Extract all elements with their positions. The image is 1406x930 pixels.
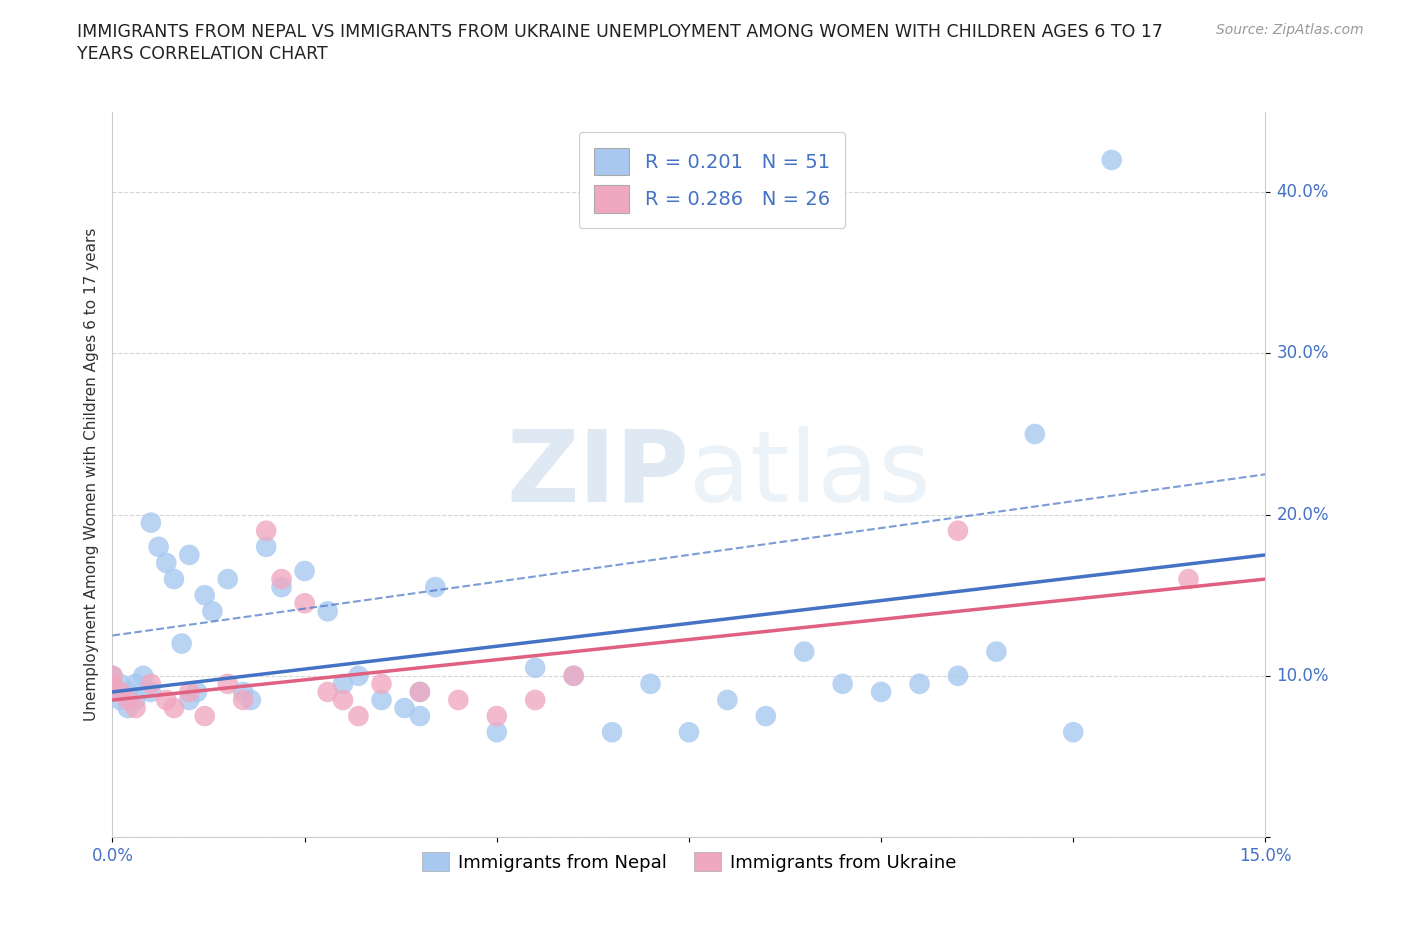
Text: 20.0%: 20.0% <box>1277 506 1329 524</box>
Point <box>108 684 131 699</box>
Point <box>1101 153 1123 167</box>
Point <box>124 700 146 715</box>
Point <box>524 693 547 708</box>
Point <box>394 700 416 715</box>
Point <box>101 669 124 684</box>
Point <box>108 693 131 708</box>
Point <box>201 604 224 618</box>
Point <box>485 709 508 724</box>
Point <box>139 515 162 530</box>
Point <box>640 676 662 691</box>
Point <box>217 676 239 691</box>
Point <box>170 636 193 651</box>
Point <box>239 693 262 708</box>
Point <box>108 676 131 691</box>
Point <box>447 693 470 708</box>
Point <box>124 676 146 691</box>
Point <box>1024 427 1046 442</box>
Point <box>946 524 969 538</box>
Point <box>117 684 139 699</box>
Point <box>562 669 585 684</box>
Point <box>155 555 177 570</box>
Point <box>179 548 201 563</box>
Point <box>270 579 292 594</box>
Point <box>755 709 778 724</box>
Text: 40.0%: 40.0% <box>1277 183 1329 201</box>
Point <box>186 684 208 699</box>
Point <box>347 709 370 724</box>
Point <box>316 684 339 699</box>
Point <box>332 693 354 708</box>
Point <box>124 693 146 708</box>
Point <box>139 676 162 691</box>
Point <box>163 700 186 715</box>
Point <box>294 596 316 611</box>
Point <box>232 684 254 699</box>
Point <box>101 669 124 684</box>
Point <box>986 644 1008 659</box>
Point <box>294 564 316 578</box>
Point <box>217 572 239 587</box>
Text: YEARS CORRELATION CHART: YEARS CORRELATION CHART <box>77 45 328 62</box>
Point <box>678 724 700 739</box>
Point <box>370 676 392 691</box>
Text: ZIP: ZIP <box>506 426 689 523</box>
Point <box>793 644 815 659</box>
Y-axis label: Unemployment Among Women with Children Ages 6 to 17 years: Unemployment Among Women with Children A… <box>83 228 98 721</box>
Point <box>409 684 432 699</box>
Point <box>179 684 201 699</box>
Point <box>946 669 969 684</box>
Point <box>194 709 217 724</box>
Point <box>194 588 217 603</box>
Point <box>562 669 585 684</box>
Point <box>139 684 162 699</box>
Point <box>347 669 370 684</box>
Point <box>155 693 177 708</box>
Point <box>524 660 547 675</box>
Text: atlas: atlas <box>689 426 931 523</box>
Point <box>148 539 170 554</box>
Point <box>485 724 508 739</box>
Point <box>117 700 139 715</box>
Point <box>232 693 254 708</box>
Point <box>870 684 893 699</box>
Text: Source: ZipAtlas.com: Source: ZipAtlas.com <box>1216 23 1364 37</box>
Point <box>908 676 931 691</box>
Point <box>409 709 432 724</box>
Point <box>1177 572 1199 587</box>
Point <box>316 604 339 618</box>
Point <box>101 676 124 691</box>
Text: 10.0%: 10.0% <box>1277 667 1329 684</box>
Text: 30.0%: 30.0% <box>1277 344 1329 363</box>
Point <box>1062 724 1084 739</box>
Point <box>132 669 155 684</box>
Point <box>101 684 124 699</box>
Point <box>254 524 277 538</box>
Text: IMMIGRANTS FROM NEPAL VS IMMIGRANTS FROM UKRAINE UNEMPLOYMENT AMONG WOMEN WITH C: IMMIGRANTS FROM NEPAL VS IMMIGRANTS FROM… <box>77 23 1163 41</box>
Point <box>716 693 738 708</box>
Point <box>332 676 354 691</box>
Point <box>831 676 853 691</box>
Legend: Immigrants from Nepal, Immigrants from Ukraine: Immigrants from Nepal, Immigrants from U… <box>415 845 963 879</box>
Point <box>425 579 447 594</box>
Point <box>163 572 186 587</box>
Point <box>370 693 392 708</box>
Point <box>117 693 139 708</box>
Point <box>270 572 292 587</box>
Point <box>409 684 432 699</box>
Point <box>179 693 201 708</box>
Point <box>254 539 277 554</box>
Point <box>600 724 623 739</box>
